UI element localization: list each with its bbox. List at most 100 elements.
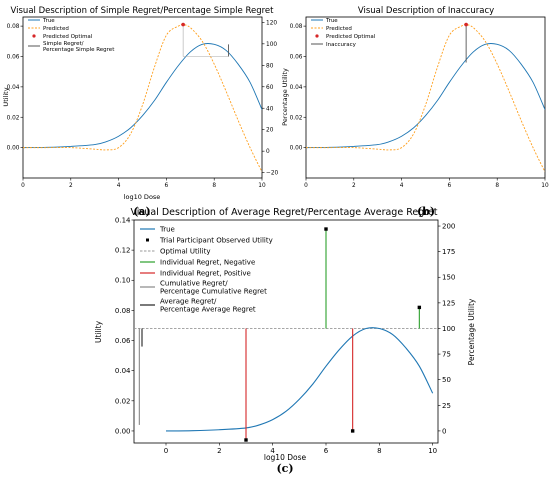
legend-cumulative-regret-label-2: Percentage Cumulative Regret <box>160 288 267 296</box>
y-tick-label: 0.00 <box>115 427 131 435</box>
y2-tick-label: 200 <box>442 222 455 230</box>
y2-tick-label: −20 <box>266 171 279 177</box>
series-true-line <box>306 43 545 149</box>
x-tick-label: 6 <box>448 183 452 189</box>
y-tick-label: 0.00 <box>7 146 20 152</box>
panel-a-chart: Visual Description of Simple Regret/Perc… <box>2 6 289 218</box>
panel-c-ylabel-right: Percentage Utility <box>467 298 476 365</box>
y2-tick-label: 50 <box>442 376 451 384</box>
legend-predicted-optimal-swatch <box>32 34 36 38</box>
y-tick-label: 0.08 <box>115 307 131 315</box>
y-tick-label: 0.02 <box>115 397 131 405</box>
y-tick-label: 0.08 <box>7 24 20 30</box>
x-tick-label: 8 <box>377 447 381 455</box>
y-tick-label: 0.06 <box>115 337 131 345</box>
panel-b-chart: Visual Description of Inaccuracy 0 2 4 6 8 10… <box>290 6 549 218</box>
y-tick-label: 0.04 <box>7 85 20 91</box>
series-true-line <box>165 327 434 432</box>
x-tick-label: 2 <box>352 183 356 189</box>
panel-a-plot-frame <box>22 16 263 179</box>
panel-a-legend: True Predicted Predicted Optimal Simple … <box>28 18 115 53</box>
x-tick-label: 0 <box>21 183 25 189</box>
panel-b-legend: True Predicted Predicted Optimal Inaccur… <box>311 18 376 48</box>
panel-c-legend: True Trial Participant Observed Utility … <box>140 226 273 314</box>
legend-simple-regret-label-2: Percentage Simple Regret <box>43 47 115 53</box>
x-tick-label: 4 <box>117 183 121 189</box>
legend-simple-regret-label: Simple Regret/ <box>43 41 84 47</box>
y2-tick-label: 20 <box>266 128 274 134</box>
y-tick-label: 0.14 <box>115 216 131 224</box>
legend-regret-positive-label: Individual Regret, Positive <box>160 270 251 278</box>
predicted-optimal-point <box>464 22 468 27</box>
legend-cumulative-regret-label: Cumulative Regret/ <box>160 280 228 288</box>
panel-a-ylabel: Utility <box>2 87 10 106</box>
legend-regret-negative-label: Individual Regret, Negative <box>160 259 255 267</box>
y-tick-label: 0.04 <box>115 367 131 375</box>
panel-c-plot-frame <box>133 219 439 444</box>
y2-tick-label: 40 <box>266 106 274 112</box>
legend-average-regret-label: Average Regret/ <box>160 298 217 306</box>
legend-observed-utility-swatch <box>146 238 149 242</box>
y2-tick-label: 60 <box>266 85 274 91</box>
y2-tick-label: 100 <box>442 325 455 333</box>
legend-true-label: True <box>159 226 175 234</box>
x-tick-label: 2 <box>217 447 221 455</box>
y-tick-label: 0.06 <box>7 55 20 61</box>
x-tick-label: 8 <box>495 183 499 189</box>
panel-c-title: Visual Description of Average Regret/Per… <box>130 207 437 218</box>
x-tick-label: 10 <box>541 183 549 189</box>
panel-a-xlabel: log10 Dose <box>124 193 161 201</box>
y2-tick-label: 150 <box>442 274 455 282</box>
x-tick-label: 2 <box>69 183 73 189</box>
panel-a-ylabel-right: Percentage Utility <box>281 68 289 126</box>
legend-optimal-utility-label: Optimal Utility <box>160 248 211 256</box>
observed-utility-point <box>244 438 248 442</box>
predicted-optimal-point <box>181 22 185 27</box>
x-tick-label: 0 <box>164 447 168 455</box>
panel-c-chart: Visual Description of Average Regret/Per… <box>94 207 476 475</box>
panel-a-title: Visual Description of Simple Regret/Perc… <box>11 6 275 16</box>
legend-predicted-optimal-label: Predicted Optimal <box>43 34 93 40</box>
y-tick-label: 0.00 <box>290 146 303 152</box>
y2-tick-label: 120 <box>266 20 277 26</box>
panel-b-plot-frame <box>305 16 546 179</box>
y2-tick-label: 175 <box>442 248 455 256</box>
y-tick-label: 0.06 <box>290 55 303 61</box>
legend-inaccuracy-label: Inaccuracy <box>326 42 357 48</box>
series-predicted-line <box>23 24 262 173</box>
observed-utility-point <box>350 429 355 433</box>
observed-utility-point <box>417 305 422 310</box>
legend-observed-utility-label: Trial Participant Observed Utility <box>159 237 273 245</box>
x-tick-label: 0 <box>304 183 308 189</box>
series-predicted-line <box>306 24 545 173</box>
legend-average-regret-label-2: Percentage Average Regret <box>160 306 256 314</box>
x-tick-label: 4 <box>400 183 404 189</box>
panel-b-label: (b) <box>417 205 435 218</box>
y-tick-label: 0.08 <box>290 24 303 30</box>
legend-predicted-label: Predicted <box>43 26 69 32</box>
x-tick-label: 4 <box>270 447 275 455</box>
x-tick-label: 10 <box>258 183 266 189</box>
legend-predicted-label: Predicted <box>326 26 352 32</box>
y-tick-label: 0.12 <box>115 247 131 255</box>
panel-b-title: Visual Description of Inaccuracy <box>358 6 494 16</box>
x-tick-label: 10 <box>428 447 437 455</box>
legend-true-label: True <box>42 18 55 24</box>
y2-tick-label: 0 <box>442 427 446 435</box>
panel-a-label: (a) <box>133 205 151 218</box>
legend-predicted-optimal-swatch <box>315 34 319 38</box>
legend-true-label: True <box>325 18 338 24</box>
y2-tick-label: 0 <box>266 149 270 155</box>
panel-c-ylabel: Utility <box>94 320 103 343</box>
y-tick-label: 0.04 <box>290 85 303 91</box>
y-tick-label: 0.02 <box>290 115 303 121</box>
y-tick-label: 0.10 <box>115 277 131 285</box>
series-true-line <box>23 43 262 149</box>
y2-tick-label: 125 <box>442 299 455 307</box>
panel-c-xlabel: log10 Dose <box>264 453 307 462</box>
observed-utility-point <box>324 227 328 231</box>
y-tick-label: 0.02 <box>7 115 20 121</box>
y2-tick-label: 75 <box>442 351 451 359</box>
x-tick-label: 6 <box>324 447 329 455</box>
